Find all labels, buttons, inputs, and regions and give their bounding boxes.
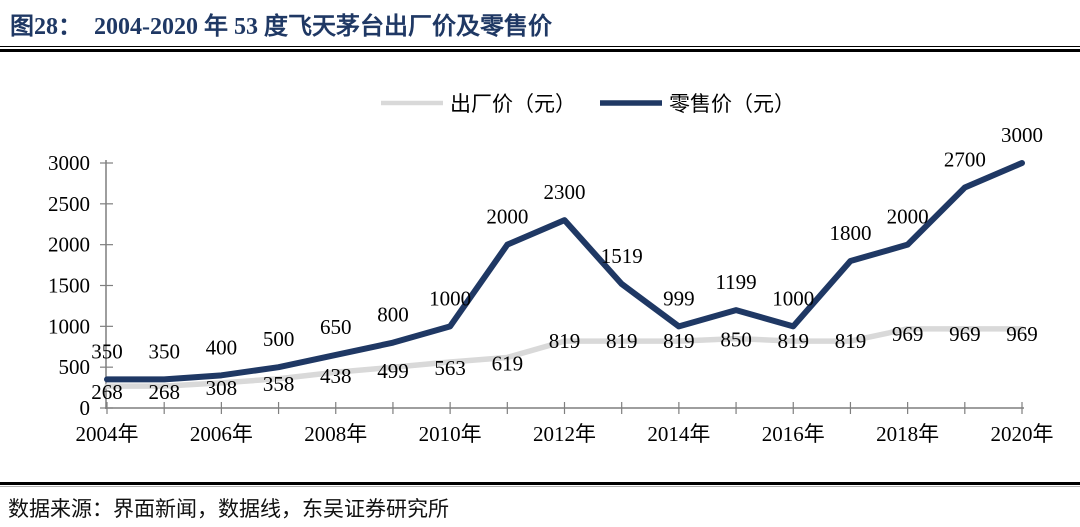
factory-price-line [104, 326, 1025, 389]
data-label-retail-price: 350 [148, 339, 180, 363]
data-source-text: 界面新闻，数据线，东吴证券研究所 [113, 497, 449, 521]
x-tick-label: 2004年 [76, 422, 139, 446]
figure-title: 图28： 2004-2020 年 53 度飞天茅台出厂价及零售价 [10, 6, 552, 41]
data-label-factory-price: 358 [263, 372, 295, 396]
y-tick-label: 3000 [48, 151, 90, 175]
y-tick-label: 1000 [48, 314, 90, 338]
data-label-retail-price: 2000 [486, 205, 528, 229]
data-label-retail-price: 500 [263, 327, 295, 351]
data-label-factory-price: 969 [949, 322, 981, 346]
title-divider [0, 46, 1080, 52]
figure-title-text: 2004-2020 年 53 度飞天茅台出厂价及零售价 [94, 14, 552, 40]
x-tick-label: 2006年 [190, 422, 253, 446]
x-tick-label: 2012年 [533, 422, 596, 446]
data-label-retail-price: 650 [320, 315, 352, 339]
data-label-retail-price: 2000 [887, 205, 929, 229]
data-label-retail-price: 400 [206, 335, 238, 359]
legend-label-factory-price: 出厂价（元） [450, 92, 576, 116]
x-tick-label: 2018年 [876, 422, 939, 446]
figure-number: 图28： [10, 14, 82, 40]
y-tick-label: 2000 [48, 233, 90, 257]
data-label-factory-price: 268 [91, 380, 123, 404]
legend-label-retail-price: 零售价（元） [669, 92, 795, 116]
data-label-factory-price: 969 [1006, 322, 1038, 346]
data-label-factory-price: 438 [320, 364, 352, 388]
data-label-retail-price: 2300 [544, 180, 586, 204]
data-source: 数据来源：界面新闻，数据线，东吴证券研究所 [8, 493, 449, 523]
x-tick-label: 2014年 [647, 422, 710, 446]
data-label-factory-price: 499 [377, 359, 409, 383]
data-label-factory-price: 619 [492, 351, 524, 375]
data-label-retail-price: 1000 [772, 286, 814, 310]
y-tick-label: 2500 [48, 192, 90, 216]
data-label-factory-price: 563 [434, 356, 466, 380]
data-label-retail-price: 1000 [429, 286, 471, 310]
data-label-retail-price: 2700 [944, 148, 986, 172]
data-label-retail-price: 1199 [715, 270, 756, 294]
retail-price-line [104, 160, 1025, 383]
data-label-retail-price: 1519 [601, 244, 643, 268]
data-label-retail-price: 3000 [1001, 123, 1043, 147]
data-label-factory-price: 819 [606, 329, 638, 353]
data-label-factory-price: 819 [549, 329, 581, 353]
x-tick-label: 2008年 [304, 422, 367, 446]
x-tick-label: 2016年 [762, 422, 825, 446]
data-label-factory-price: 268 [148, 380, 180, 404]
x-tick-label: 2010年 [419, 422, 482, 446]
x-tick-label: 2020年 [991, 422, 1054, 446]
data-label-factory-price: 819 [778, 329, 810, 353]
data-label-retail-price: 800 [377, 303, 409, 327]
data-source-label: 数据来源： [8, 497, 113, 521]
y-tick-label: 500 [59, 355, 91, 379]
data-label-factory-price: 969 [892, 322, 924, 346]
data-label-factory-price: 819 [835, 329, 867, 353]
data-label-factory-price: 819 [663, 329, 695, 353]
data-label-retail-price: 350 [91, 339, 123, 363]
data-label-factory-price: 850 [720, 328, 752, 352]
y-tick-label: 0 [80, 396, 91, 420]
y-tick-label: 1500 [48, 274, 90, 298]
data-label-retail-price: 999 [663, 286, 695, 310]
data-label-retail-price: 1800 [829, 221, 871, 245]
source-divider [0, 482, 1080, 487]
data-label-factory-price: 308 [206, 376, 238, 400]
